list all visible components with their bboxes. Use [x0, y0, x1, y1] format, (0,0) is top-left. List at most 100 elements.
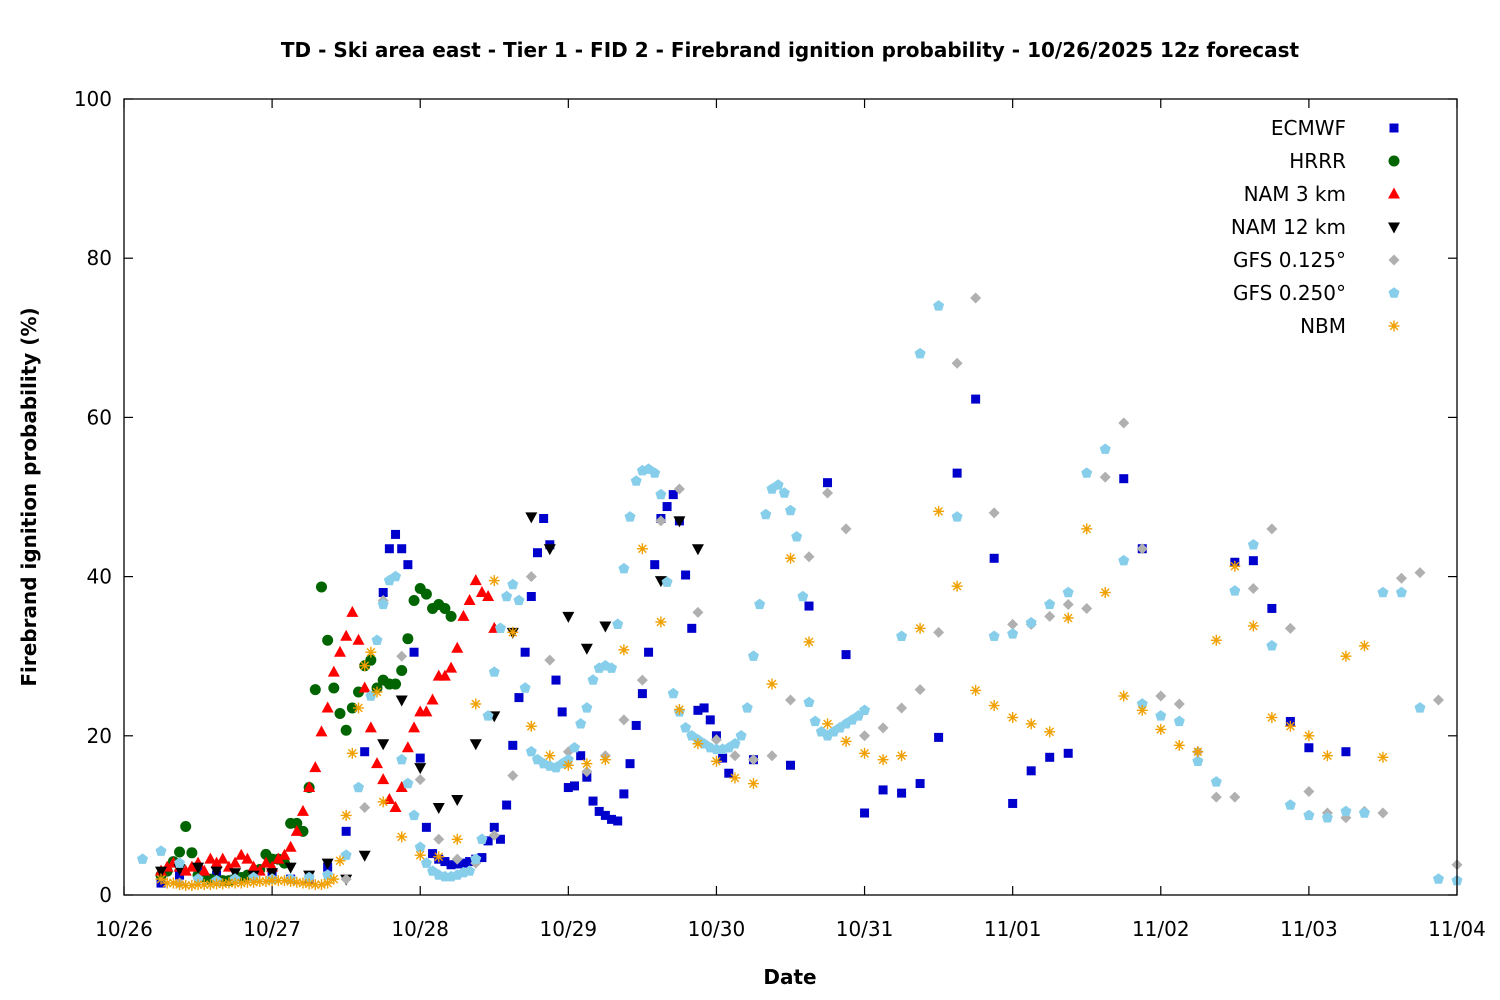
- data-point: [186, 847, 198, 859]
- data-point: [1173, 715, 1185, 727]
- y-tick-label: 0: [99, 883, 112, 907]
- data-point: [766, 678, 778, 690]
- data-point: [1432, 694, 1444, 706]
- data-point: [451, 641, 464, 653]
- data-point: [469, 739, 482, 751]
- data-point: [988, 630, 1000, 641]
- data-point: [1062, 598, 1074, 610]
- data-point: [241, 852, 254, 864]
- data-point: [1044, 610, 1056, 622]
- data-point: [662, 502, 672, 512]
- data-point: [1099, 443, 1111, 454]
- data-point: [804, 601, 814, 611]
- x-tick-label: 11/04: [1428, 917, 1486, 941]
- data-point: [278, 848, 291, 860]
- data-point: [594, 806, 604, 816]
- data-point: [204, 852, 217, 864]
- data-point: [433, 851, 445, 863]
- data-point: [649, 467, 661, 478]
- data-point: [315, 725, 328, 737]
- data-point: [988, 507, 1000, 519]
- data-point: [155, 866, 168, 878]
- data-point: [420, 705, 433, 717]
- data-point: [673, 516, 686, 528]
- data-point: [772, 479, 784, 490]
- data-point: [860, 808, 870, 818]
- data-point: [525, 571, 537, 583]
- x-tick-label: 11/03: [1280, 917, 1338, 941]
- data-point: [507, 626, 519, 638]
- data-point: [1136, 704, 1148, 716]
- data-point: [599, 754, 611, 766]
- data-point: [1284, 622, 1296, 634]
- data-point: [216, 852, 229, 864]
- data-point: [809, 715, 821, 727]
- data-point: [859, 730, 871, 742]
- data-point: [396, 650, 408, 662]
- data-point: [841, 650, 851, 660]
- data-point: [896, 702, 908, 714]
- legend-marker: [1388, 187, 1400, 199]
- data-point: [599, 621, 612, 633]
- data-point: [439, 602, 451, 614]
- data-point: [328, 682, 340, 694]
- data-point: [365, 646, 377, 658]
- data-point: [1266, 640, 1278, 651]
- data-point: [1007, 628, 1019, 639]
- x-tick-label: 10/27: [243, 917, 301, 941]
- data-point: [364, 721, 377, 733]
- data-point: [502, 800, 512, 810]
- data-point: [520, 647, 530, 657]
- data-point: [544, 654, 556, 666]
- data-point: [543, 544, 556, 556]
- data-point: [322, 869, 334, 880]
- data-point: [384, 544, 394, 554]
- data-point: [636, 674, 648, 686]
- data-point: [1099, 587, 1111, 599]
- data-point: [488, 666, 500, 677]
- data-point: [1267, 603, 1277, 613]
- legend-label: HRRR: [1289, 149, 1346, 173]
- data-point: [352, 781, 365, 793]
- data-point: [389, 800, 402, 812]
- data-point: [1414, 702, 1426, 713]
- data-point: [797, 590, 809, 602]
- data-point: [766, 750, 778, 762]
- data-point: [823, 478, 833, 488]
- data-point: [1062, 612, 1074, 624]
- data-point: [377, 739, 390, 751]
- data-point: [710, 755, 722, 767]
- data-point: [507, 578, 519, 590]
- data-point: [557, 707, 567, 717]
- data-point: [786, 760, 795, 770]
- data-point: [180, 821, 192, 833]
- data-point: [1303, 730, 1315, 742]
- chart-title: TD - Ski area east - Tier 1 - FID 2 - Fi…: [281, 38, 1300, 62]
- data-point: [655, 515, 667, 527]
- data-point: [607, 814, 617, 824]
- data-point: [1008, 798, 1018, 808]
- data-point: [840, 735, 852, 747]
- data-point: [488, 829, 500, 841]
- data-point: [581, 766, 593, 778]
- data-point: [1192, 755, 1204, 766]
- data-point: [291, 817, 303, 829]
- data-point: [426, 693, 439, 705]
- data-point: [970, 292, 982, 304]
- data-point: [1118, 554, 1130, 566]
- data-point: [179, 864, 192, 876]
- data-point: [1377, 751, 1389, 763]
- legend-marker: [1388, 222, 1400, 234]
- y-tick-label: 40: [87, 565, 112, 589]
- legend-marker: [1389, 123, 1399, 133]
- axis-ticks: 10/26 10/27 10/28 10/29 10/30 10/31 11/01 11/02…: [74, 87, 1486, 941]
- legend-label: NAM 3 km: [1244, 182, 1346, 206]
- data-point: [309, 684, 321, 696]
- x-tick-label: 10/31: [836, 917, 894, 941]
- data-point: [822, 718, 834, 730]
- data-point: [334, 855, 346, 867]
- data-point: [735, 730, 747, 741]
- data-point: [322, 877, 334, 889]
- data-point: [741, 702, 753, 713]
